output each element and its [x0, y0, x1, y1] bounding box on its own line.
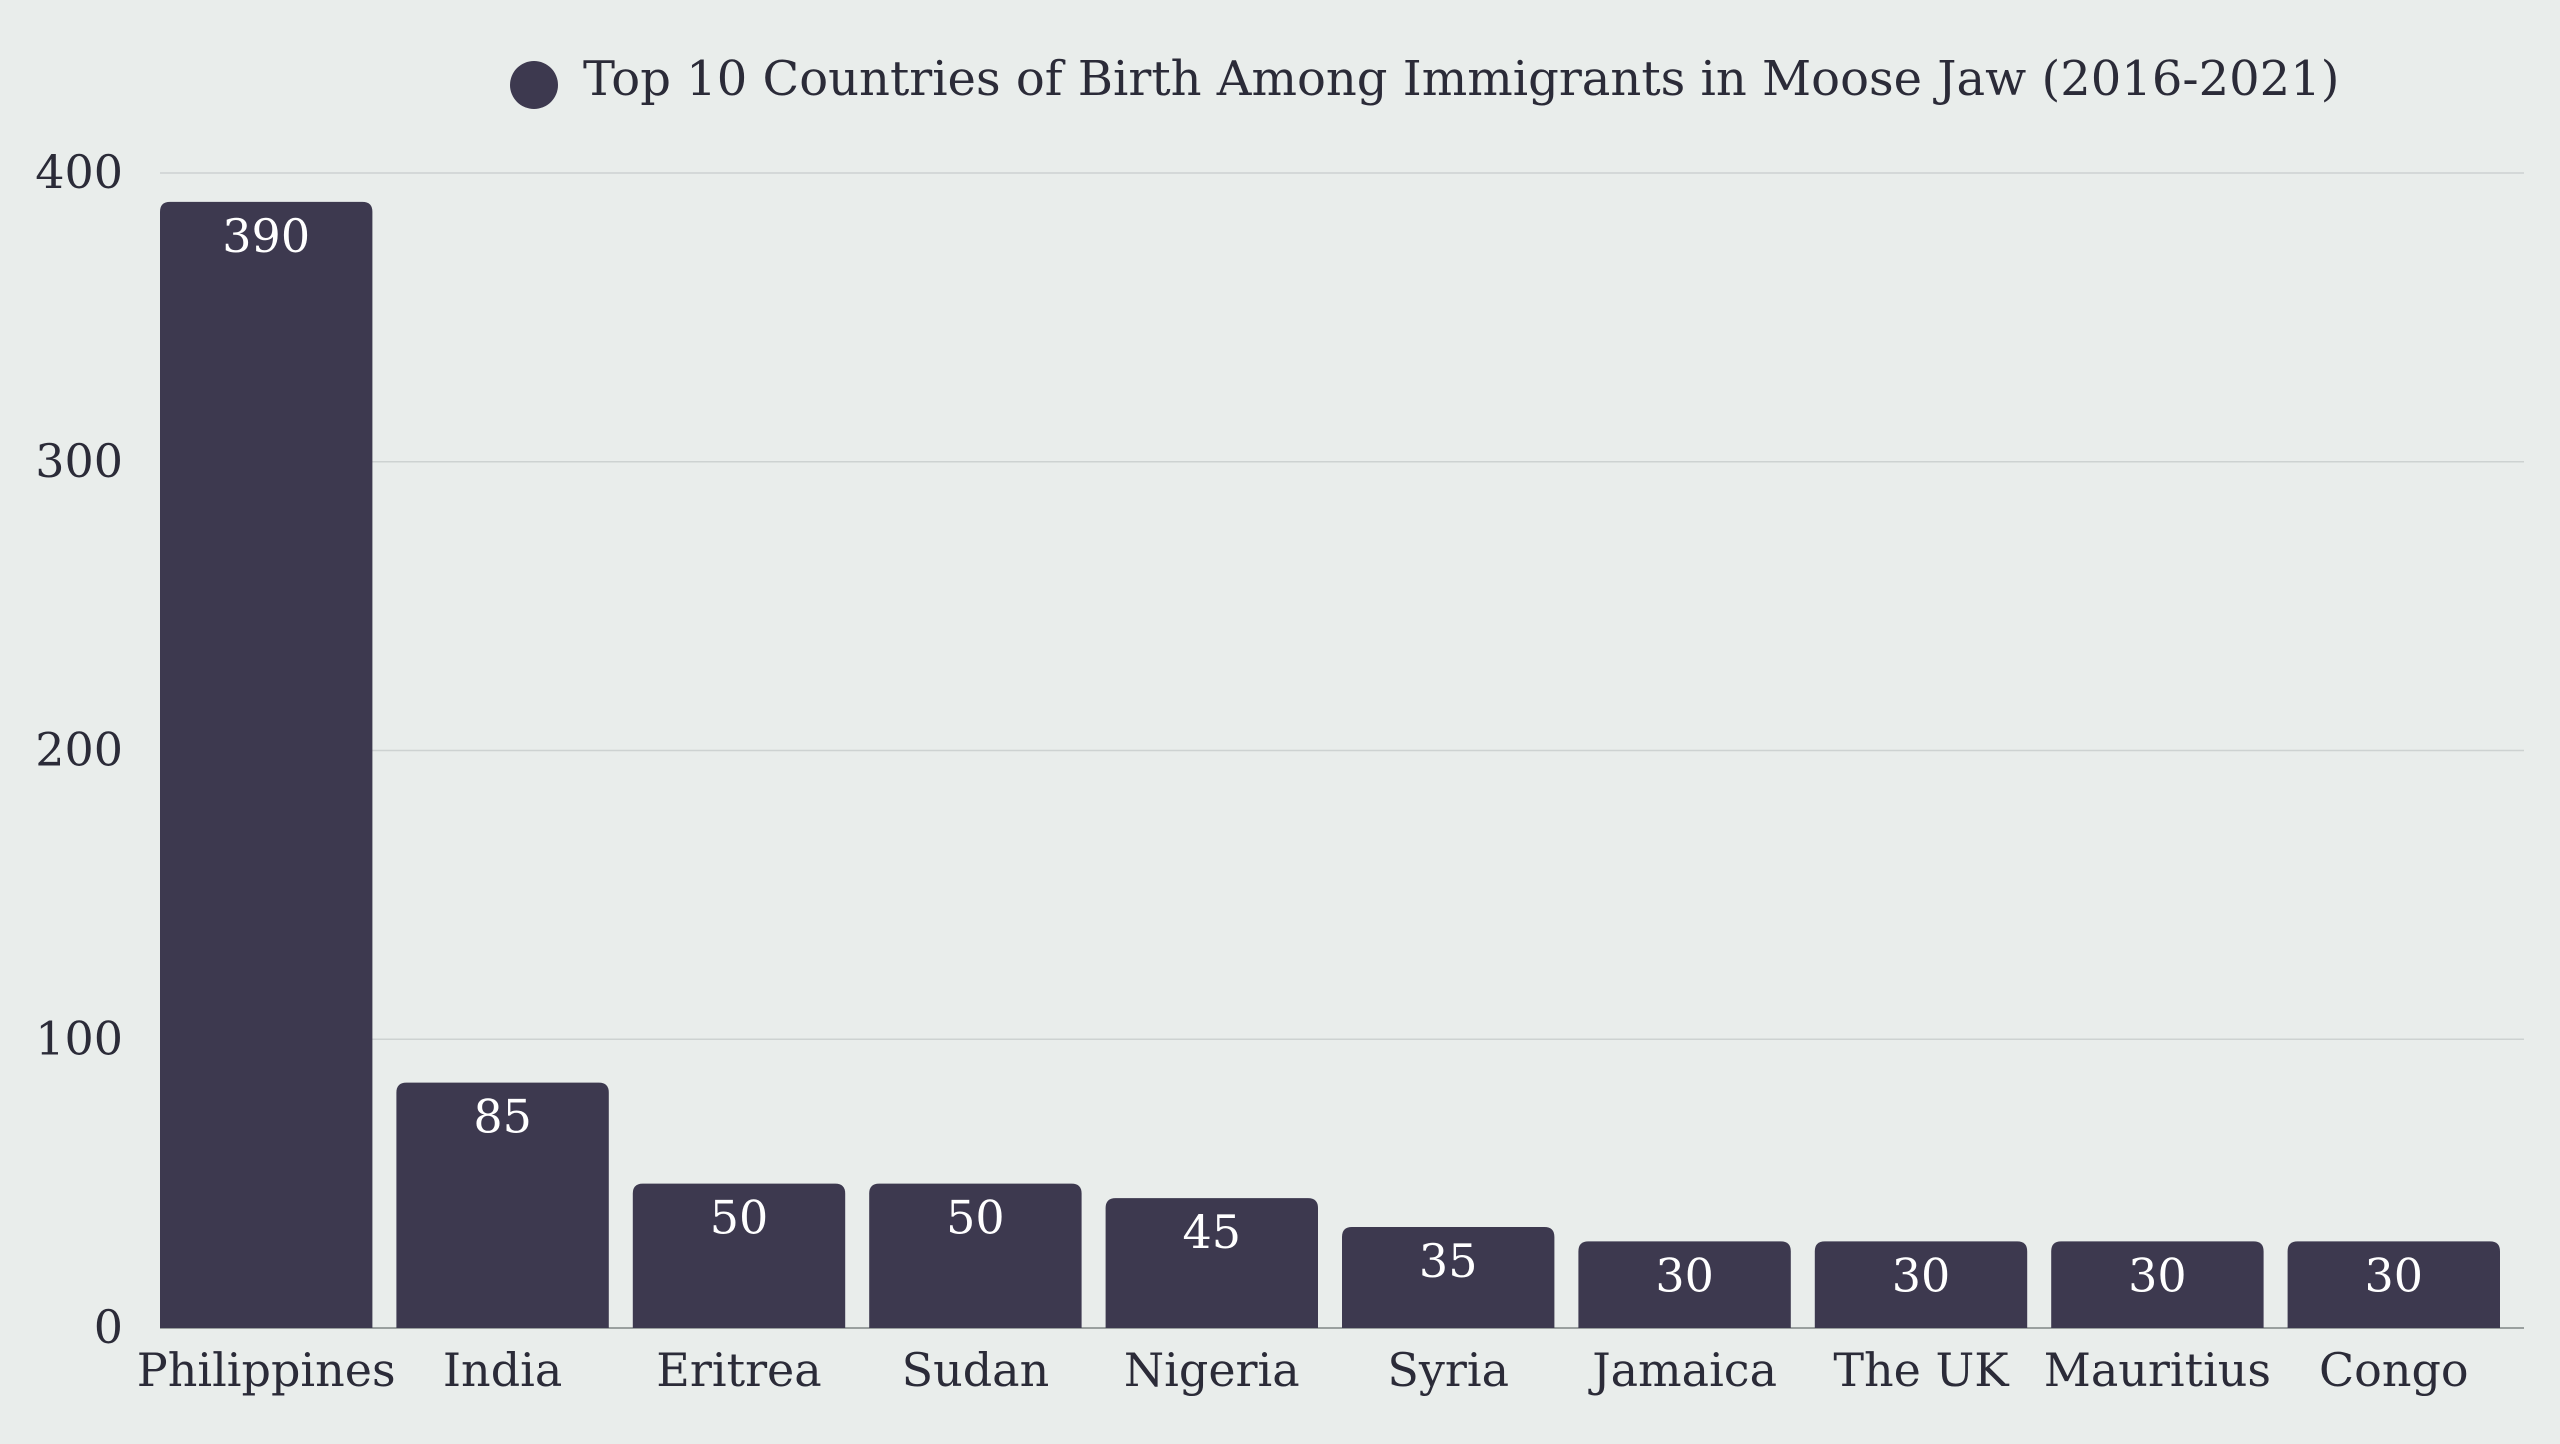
- x-tick-label: Philippines: [137, 1343, 396, 1397]
- legend: Top 10 Countries of Birth Among Immigran…: [510, 51, 2339, 109]
- y-tick-label: 200: [35, 723, 123, 777]
- y-tick-label: 400: [35, 145, 123, 199]
- x-tick-label: Congo: [2319, 1343, 2469, 1397]
- data-label: 390: [222, 209, 310, 263]
- y-axis-ticks: 0 100 200 300 400: [35, 145, 123, 1354]
- y-tick-label: 100: [35, 1011, 123, 1065]
- legend-label: Top 10 Countries of Birth Among Immigran…: [583, 51, 2339, 107]
- x-tick-label: Sudan: [902, 1343, 1050, 1397]
- data-label: 35: [1419, 1234, 1478, 1288]
- data-label: 50: [710, 1191, 769, 1245]
- data-label: 30: [1892, 1248, 1951, 1302]
- bar-nigeria: [1105, 1198, 1318, 1328]
- x-axis-ticks: Philippines India Eritrea Sudan Nigeria Syria…: [137, 1343, 2469, 1397]
- bar-philippines: [160, 201, 373, 1328]
- x-tick-label: Jamaica: [1588, 1343, 1777, 1397]
- x-tick-label: Nigeria: [1124, 1343, 1300, 1397]
- bar-syria: [1342, 1226, 1555, 1328]
- data-label: 30: [2365, 1248, 2424, 1302]
- x-tick-label: Mauritius: [2044, 1343, 2271, 1397]
- x-tick-label: Syria: [1387, 1343, 1509, 1397]
- legend-marker: [510, 61, 558, 109]
- bar-india: [396, 1082, 609, 1328]
- data-label: 45: [1183, 1205, 1242, 1259]
- data-label: 30: [2128, 1248, 2187, 1302]
- bars: [160, 201, 2500, 1328]
- bar-eritrea: [632, 1183, 846, 1328]
- bar-mauritius: [2051, 1241, 2264, 1328]
- x-tick-label: The UK: [1833, 1343, 2010, 1397]
- data-label: 85: [473, 1090, 532, 1144]
- bar-congo: [2287, 1241, 2500, 1328]
- x-tick-label: India: [443, 1343, 562, 1397]
- y-tick-label: 0: [94, 1300, 123, 1354]
- data-labels: 390 85 50 50 45 35 30 30 30 30: [222, 209, 2423, 1303]
- bar-sudan: [869, 1183, 1082, 1328]
- data-label: 30: [1655, 1248, 1714, 1302]
- bar-the-uk: [1814, 1241, 2028, 1328]
- bar-jamaica: [1578, 1241, 1791, 1328]
- x-tick-label: Eritrea: [656, 1343, 821, 1397]
- y-tick-label: 300: [35, 434, 123, 488]
- data-label: 50: [946, 1191, 1005, 1245]
